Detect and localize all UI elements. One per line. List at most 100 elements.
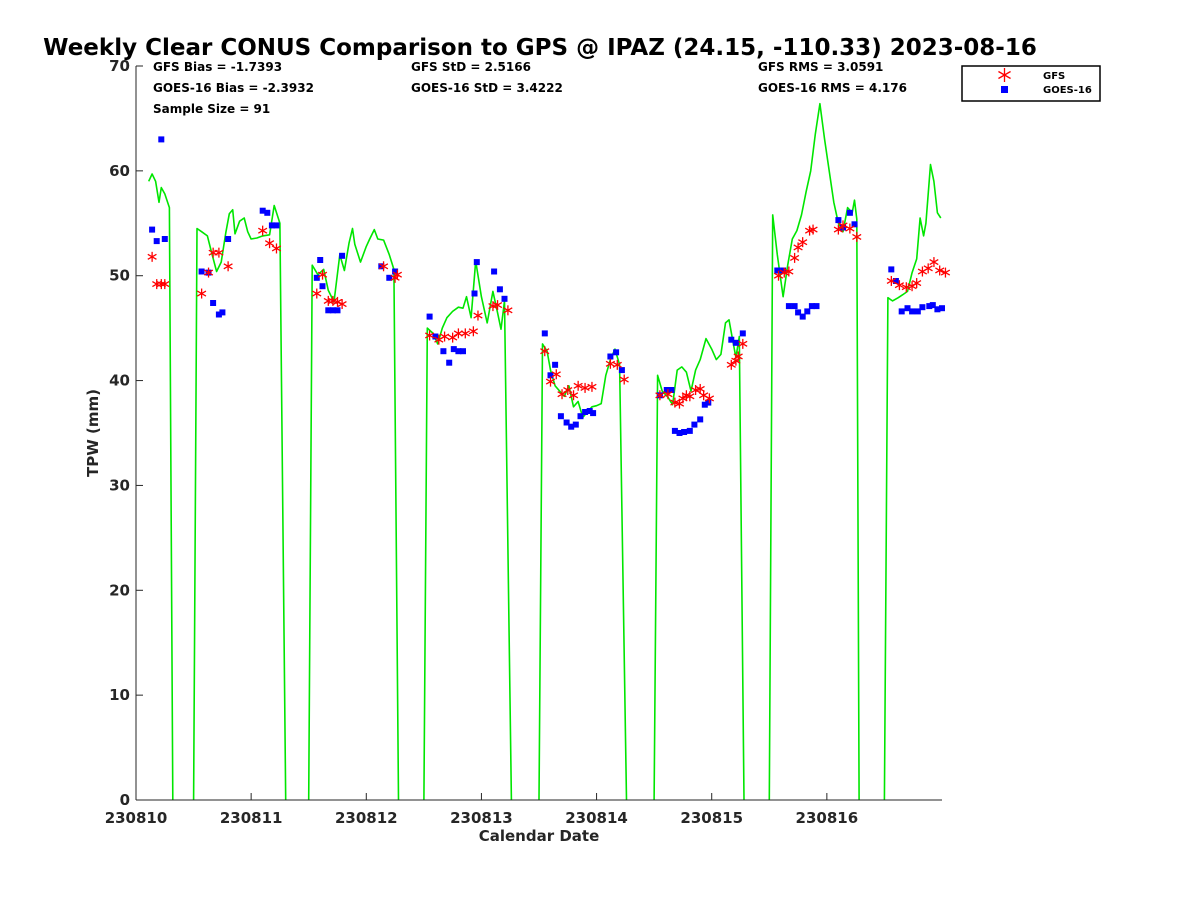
gfs-point — [312, 288, 322, 299]
goes16-point — [919, 304, 926, 311]
gfs-point — [917, 266, 928, 277]
goes16-point — [739, 330, 746, 337]
goes16-point — [386, 274, 393, 281]
goes16-point — [668, 387, 675, 393]
gfs-point — [655, 390, 665, 401]
gfs-point — [503, 305, 513, 316]
goes16-point — [450, 346, 457, 353]
gfs-point — [935, 265, 945, 276]
gfs-point — [264, 238, 275, 249]
gfs-std-text: GFS StD = 2.5166 — [411, 60, 531, 74]
goes16-point — [446, 359, 453, 366]
gfs-point — [685, 391, 695, 402]
gfs-point — [923, 263, 933, 274]
goes16-point — [785, 303, 792, 310]
legend-goes-marker — [1001, 86, 1008, 93]
goes16-point — [892, 278, 899, 284]
goes16-point — [149, 226, 156, 233]
x-tick-label: 230810 — [105, 809, 168, 827]
goes16-point — [198, 268, 205, 275]
gfs-point — [545, 376, 556, 387]
gfs-point — [808, 224, 818, 235]
goes16-point — [691, 421, 698, 428]
gfs-point — [838, 220, 848, 231]
legend-gfs-asterisk — [998, 68, 1011, 82]
goes16-point — [586, 408, 593, 414]
gfs-point — [223, 261, 233, 272]
legend-goes-label: GOES-16 — [1043, 85, 1092, 96]
chart-title: Weekly Clear CONUS Comparison to GPS @ I… — [43, 35, 1037, 61]
goes16-point — [572, 421, 579, 428]
gfs-point — [540, 346, 550, 357]
goes16-point — [732, 339, 739, 346]
goes16-point — [934, 306, 941, 313]
legend-box — [961, 65, 1101, 102]
gfs-point — [833, 224, 844, 235]
x-tick-label: 230816 — [796, 809, 859, 827]
goes16-point — [334, 307, 341, 314]
gfs-point — [573, 380, 583, 391]
gfs-point — [704, 393, 715, 404]
gfs-point — [271, 243, 282, 254]
gfs-point — [492, 300, 503, 311]
goes16-point — [577, 413, 584, 420]
goes16-point — [728, 336, 735, 343]
y-ticks: 0 10 20 30 40 50 60 70 — [109, 57, 143, 809]
x-tick-label: 230811 — [220, 809, 283, 827]
goes16-point — [686, 427, 693, 434]
gfs-point — [901, 282, 911, 293]
gfs-point — [619, 374, 629, 385]
goes16-point — [835, 217, 842, 224]
goes16-point — [914, 308, 921, 315]
y-tick-label: 10 — [109, 686, 130, 704]
y-tick-label: 40 — [109, 372, 130, 390]
gps-line-segment — [307, 227, 400, 801]
goes16-point — [264, 209, 271, 216]
goes16-point — [791, 303, 798, 310]
gfs-bias-text: GFS Bias = -1.7393 — [153, 60, 282, 74]
gps-line-segment — [147, 173, 174, 801]
goes16-point — [491, 268, 498, 275]
legend-gfs-marker — [998, 68, 1011, 82]
gps-line-segment — [883, 163, 942, 801]
stats-block: GFS Bias = -1.7393 GFS StD = 2.5166 GFS … — [153, 60, 907, 116]
gps-line-segment — [768, 102, 860, 801]
gfs-rms-text: GFS RMS = 3.0591 — [758, 60, 883, 74]
gps-line-segment — [423, 260, 513, 801]
x-tick-label: 230813 — [450, 809, 513, 827]
goes16-point — [582, 409, 589, 415]
x-tick-label: 230815 — [680, 809, 743, 827]
goes-rms-text: GOES-16 RMS = 4.176 — [758, 81, 907, 95]
gfs-point — [551, 369, 561, 380]
goes16-point — [681, 429, 688, 435]
x-tick-label: 230814 — [565, 809, 628, 827]
gfs-point — [789, 252, 800, 263]
goes16-point — [273, 222, 280, 229]
goes16-point — [219, 309, 226, 316]
goes16-point — [158, 136, 165, 143]
goes16-point — [259, 207, 266, 214]
goes16-point — [851, 221, 858, 228]
goes16-point — [774, 267, 781, 274]
goes16-point — [813, 303, 820, 310]
gfs-point — [738, 338, 748, 349]
goes16-point — [496, 286, 503, 293]
gfs-point — [557, 389, 567, 400]
y-tick-label: 0 — [120, 791, 130, 809]
goes16-point — [795, 309, 802, 316]
gfs-point — [929, 257, 939, 268]
gfs-point — [886, 275, 896, 286]
goes16-point — [888, 266, 895, 273]
gfs-point — [424, 330, 435, 341]
x-ticks: 230810 230811 230812 230813 230814 230815 2308… — [105, 793, 858, 827]
plot-area — [147, 102, 951, 801]
goes16-point — [210, 300, 217, 306]
gps-line-segment — [192, 204, 287, 801]
gfs-point — [852, 231, 862, 242]
goes16-point — [215, 311, 222, 318]
x-tick-label: 230812 — [335, 809, 398, 827]
gfs-point — [587, 381, 597, 392]
goes16-point — [378, 263, 385, 270]
goes16-point — [846, 209, 853, 216]
legend: GFS GOES-16 — [961, 65, 1101, 102]
